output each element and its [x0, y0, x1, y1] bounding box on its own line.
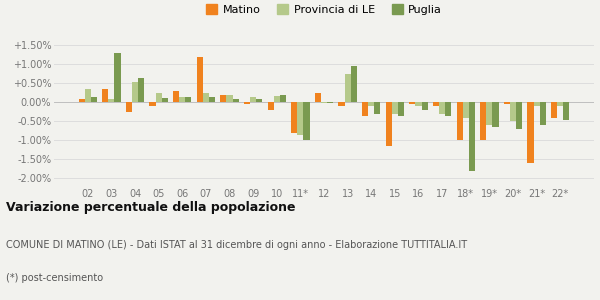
Text: COMUNE DI MATINO (LE) - Dati ISTAT al 31 dicembre di ogni anno - Elaborazione TU: COMUNE DI MATINO (LE) - Dati ISTAT al 31… [6, 240, 467, 250]
Legend: Matino, Provincia di LE, Puglia: Matino, Provincia di LE, Puglia [202, 0, 446, 19]
Bar [409, 103, 415, 104]
Bar [315, 93, 321, 103]
Bar [398, 103, 404, 116]
Bar [280, 95, 286, 103]
Bar [493, 103, 499, 127]
Bar [433, 103, 439, 106]
Bar [539, 103, 546, 125]
Bar [480, 103, 486, 140]
Bar [504, 103, 510, 104]
Bar [109, 99, 115, 103]
Bar [179, 97, 185, 103]
Bar [469, 103, 475, 171]
Bar [439, 103, 445, 114]
Bar [563, 103, 569, 119]
Bar [138, 78, 144, 103]
Bar [368, 103, 374, 106]
Bar [350, 66, 357, 103]
Bar [173, 91, 179, 103]
Bar [132, 82, 138, 103]
Bar [102, 89, 109, 103]
Bar [115, 53, 121, 103]
Bar [185, 97, 191, 103]
Bar [551, 103, 557, 118]
Bar [298, 103, 304, 135]
Bar [304, 103, 310, 140]
Bar [338, 103, 344, 106]
Bar [155, 93, 162, 103]
Bar [463, 103, 469, 118]
Bar [209, 97, 215, 103]
Bar [486, 103, 493, 125]
Bar [233, 99, 239, 103]
Bar [274, 96, 280, 103]
Bar [291, 103, 298, 133]
Bar [527, 103, 533, 163]
Bar [250, 97, 256, 103]
Bar [386, 103, 392, 146]
Bar [445, 103, 451, 116]
Bar [220, 95, 226, 103]
Bar [457, 103, 463, 140]
Bar [226, 95, 233, 103]
Bar [85, 89, 91, 103]
Bar [516, 103, 522, 129]
Bar [203, 93, 209, 103]
Bar [162, 98, 168, 103]
Bar [415, 103, 422, 106]
Bar [79, 99, 85, 103]
Bar [344, 74, 350, 103]
Bar [557, 103, 563, 106]
Bar [256, 99, 262, 103]
Bar [268, 103, 274, 110]
Bar [91, 97, 97, 103]
Bar [374, 103, 380, 114]
Bar [392, 103, 398, 114]
Bar [533, 103, 539, 106]
Bar [362, 103, 368, 116]
Bar [126, 103, 132, 112]
Text: Variazione percentuale della popolazione: Variazione percentuale della popolazione [6, 201, 296, 214]
Bar [149, 103, 155, 106]
Bar [244, 103, 250, 104]
Bar [510, 103, 516, 122]
Bar [197, 57, 203, 103]
Text: (*) post-censimento: (*) post-censimento [6, 273, 103, 283]
Bar [422, 103, 428, 110]
